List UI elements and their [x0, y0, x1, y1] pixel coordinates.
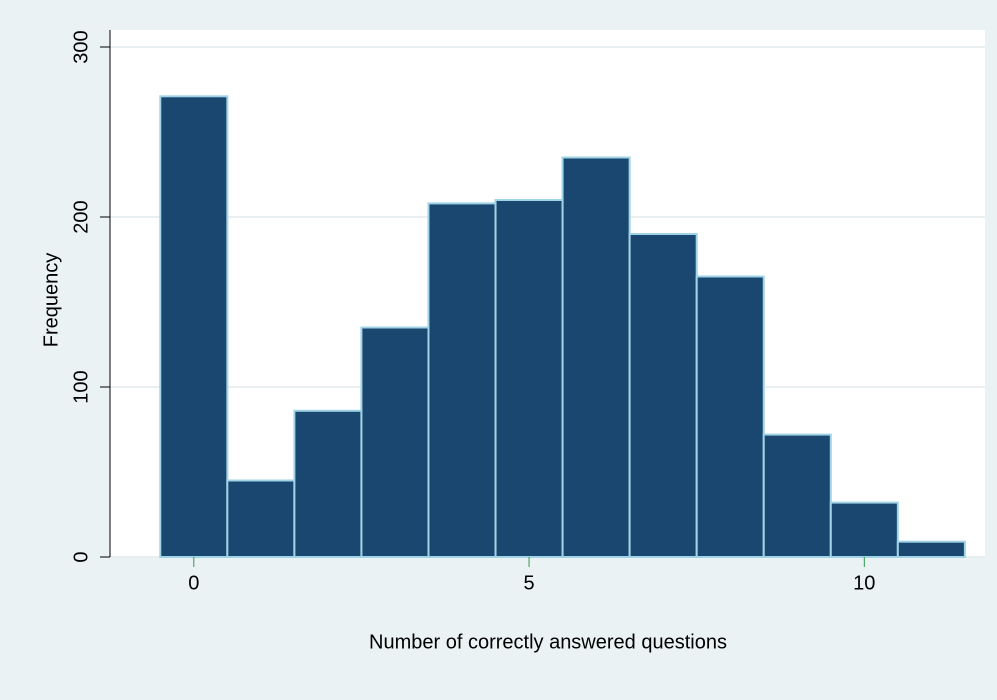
y-tick-label: 100 — [70, 370, 92, 403]
y-axis-title: Frequency — [40, 253, 62, 348]
x-tick-label: 10 — [853, 572, 875, 594]
bar — [628, 233, 698, 558]
bar — [360, 326, 430, 558]
bar — [494, 199, 564, 558]
x-tick-label: 0 — [188, 572, 199, 594]
bar — [762, 433, 832, 559]
bar — [896, 540, 966, 559]
bar — [159, 95, 229, 559]
y-tick-label: 200 — [70, 200, 92, 233]
bar — [695, 275, 765, 558]
bar — [561, 156, 631, 558]
bar — [226, 479, 296, 558]
bar — [293, 409, 363, 558]
bar — [427, 202, 497, 558]
bar — [829, 501, 899, 559]
x-axis-title: Number of correctly answered questions — [369, 631, 727, 653]
y-tick-label: 0 — [70, 551, 92, 562]
y-tick-label: 300 — [70, 30, 92, 63]
x-tick-label: 5 — [523, 572, 534, 594]
